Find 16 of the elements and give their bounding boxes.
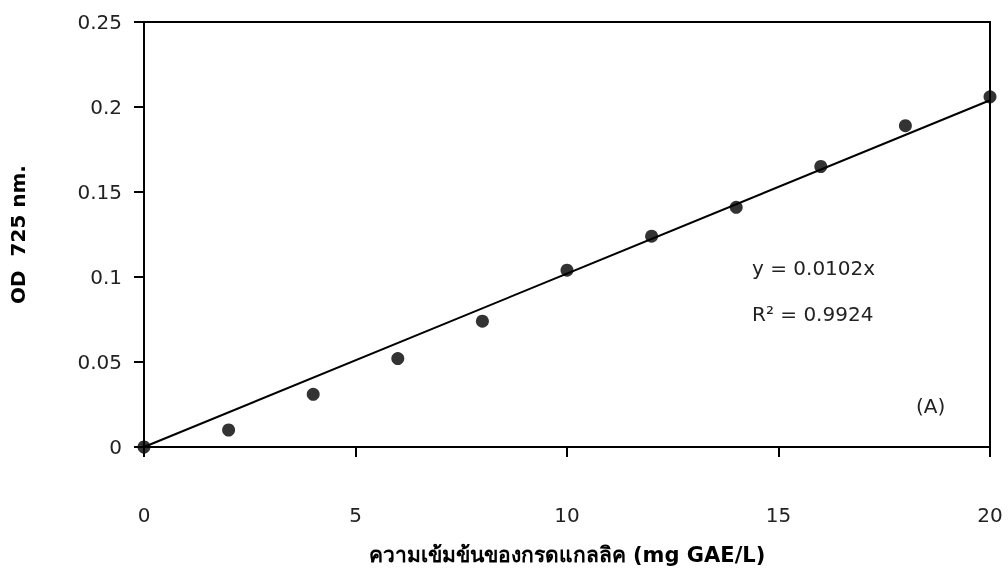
x-tick-label: 0 xyxy=(137,503,151,527)
annotation: y = 0.0102x xyxy=(752,256,876,280)
y-axis-title: OD 725 nm. xyxy=(6,165,30,304)
y-tick-label: 0.05 xyxy=(77,350,122,374)
y-tick-label: 0.25 xyxy=(77,10,122,34)
annotation: R² = 0.9924 xyxy=(752,302,874,326)
y-tick-label: 0.2 xyxy=(90,95,122,119)
x-tick-label: 5 xyxy=(349,503,362,527)
y-tick-label: 0.15 xyxy=(77,180,122,204)
y-tick-label: 0.1 xyxy=(90,265,122,289)
x-axis-title: ความเข้มข้นของกรดแกลลิค (mg GAE/L) xyxy=(368,542,766,567)
x-tick-label: 10 xyxy=(554,503,580,527)
annotation: (A) xyxy=(916,394,946,418)
y-tick-label: 0 xyxy=(109,435,122,459)
x-tick-label: 15 xyxy=(765,503,792,527)
x-tick-label: 20 xyxy=(977,503,1003,527)
